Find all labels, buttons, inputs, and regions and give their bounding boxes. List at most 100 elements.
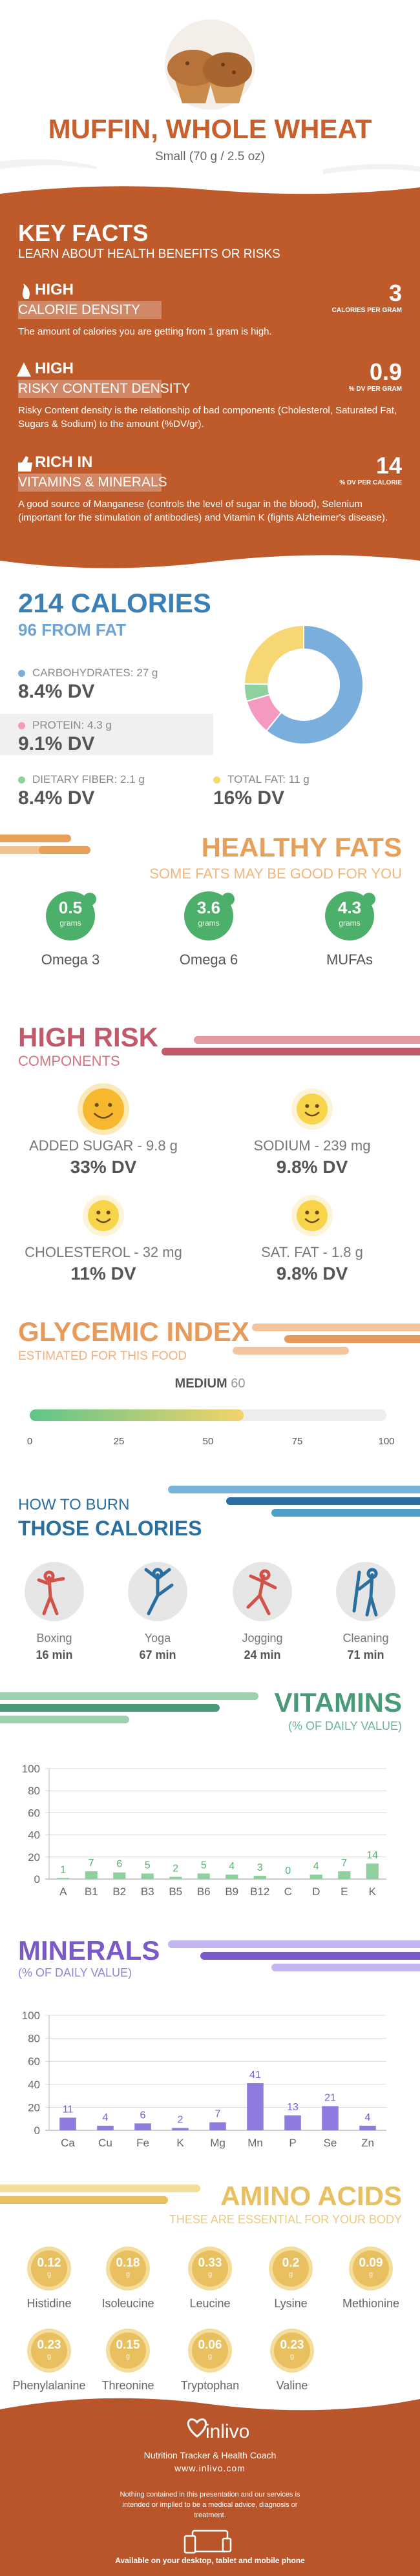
calories-subtitle: 96 FROM FAT bbox=[18, 620, 127, 639]
icon-layer bbox=[78, 1083, 333, 1236]
stripe bbox=[0, 2196, 168, 2204]
risk-subtitle: COMPONENTS bbox=[18, 1053, 120, 1069]
bar bbox=[359, 2125, 376, 2130]
vitamins-title: VITAMINS bbox=[274, 1687, 402, 1718]
fats-title: HEALTHY FATS bbox=[201, 832, 402, 862]
stripe bbox=[0, 1716, 129, 1723]
amino-circle-inner bbox=[110, 2332, 146, 2369]
nutrient-label: CARBOHYDRATES: 27 g bbox=[32, 667, 158, 680]
activity-time: 16 min bbox=[36, 1648, 73, 1661]
risk-label: CHOLESTEROL - 32 mg bbox=[25, 1244, 182, 1260]
bar bbox=[310, 1875, 322, 1879]
amino-value: 0.33 bbox=[198, 2256, 222, 2270]
nutrient-amount: 27 bbox=[136, 667, 149, 679]
nutrient-unit: g bbox=[303, 773, 310, 785]
deco bbox=[0, 159, 97, 169]
vitamins-chart: 0 20 40 60 80 100 1 A 7 B1 6 B2 5 B3 2 B5 5 B6 4 B9 3 B12 0 C 4 D… bbox=[22, 1763, 386, 1898]
nutrient-name: DIETARY FIBER: bbox=[32, 773, 118, 785]
y-tick-label: 80 bbox=[28, 2033, 40, 2045]
fact-value: 0.9 bbox=[369, 358, 402, 385]
bar bbox=[57, 1878, 70, 1879]
gi-title: GLYCEMIC INDEX bbox=[18, 1316, 249, 1347]
deco-stripes bbox=[162, 1036, 420, 1055]
smiley-eye bbox=[315, 1104, 319, 1108]
fact-level: HIGH bbox=[35, 281, 74, 298]
fact-band bbox=[18, 473, 162, 492]
x-tick-label: B1 bbox=[85, 1885, 98, 1898]
bar bbox=[85, 1871, 98, 1879]
gi-tick-label: 75 bbox=[292, 1436, 303, 1447]
y-tick-label: 40 bbox=[28, 1829, 40, 1842]
nutrient-name: TOTAL FAT: bbox=[227, 773, 286, 785]
nutrient-dv: 9.1% DV bbox=[18, 733, 95, 754]
warning-icon bbox=[17, 362, 31, 377]
value-label: 7 bbox=[341, 1858, 347, 1869]
gi-level-name: MEDIUM bbox=[174, 1376, 227, 1391]
y-tick-label: 60 bbox=[28, 1807, 40, 1819]
value-label: 1 bbox=[60, 1864, 66, 1875]
y-tick-label: 20 bbox=[28, 2101, 40, 2114]
nutrient-label: TOTAL FAT: 11 g bbox=[227, 773, 310, 786]
availability: Available on your desktop, tablet and mo… bbox=[115, 2556, 305, 2565]
x-tick-label: Fe bbox=[136, 2137, 149, 2149]
value-label: 4 bbox=[103, 2112, 109, 2123]
value-label: 6 bbox=[116, 1859, 122, 1870]
deco-stripes bbox=[233, 1324, 420, 1355]
x-tick-label: Zn bbox=[361, 2137, 374, 2149]
fact-unit: % DV PER CALORIE bbox=[339, 479, 402, 486]
fact-description desc: A good source of Manganese (controls the… bbox=[18, 499, 388, 523]
deco-stripes bbox=[0, 835, 90, 854]
fact-name: VITAMINS & MINERALS bbox=[18, 475, 167, 490]
smiley bbox=[297, 1200, 328, 1231]
value-label: 4 bbox=[313, 1861, 319, 1872]
fact-value: 14 bbox=[375, 452, 402, 479]
value-label: 21 bbox=[324, 2093, 336, 2104]
nutrient-amount: 2.1 bbox=[120, 773, 136, 785]
amino-value: 0.09 bbox=[359, 2256, 383, 2270]
risk-label: SODIUM - 239 mg bbox=[253, 1137, 371, 1154]
fact-name: RISKY CONTENT DENSITY bbox=[18, 381, 191, 396]
x-tick-label: B12 bbox=[250, 1885, 269, 1898]
bar bbox=[197, 1873, 210, 1879]
nutrient-name: PROTEIN: bbox=[32, 719, 85, 731]
value-label: 11 bbox=[63, 2104, 74, 2115]
amino-unit: g bbox=[207, 2353, 213, 2360]
value-label: 13 bbox=[287, 2102, 299, 2113]
fat-value: 3.6 bbox=[196, 898, 221, 917]
bar bbox=[284, 2115, 301, 2130]
minerals-chart: 0 20 40 60 80 100 11 Ca 4 Cu 6 Fe 2 K 7 Mg 41 Mn 13 P 21 Se 4 Z… bbox=[22, 2010, 386, 2149]
y-tick-label: 80 bbox=[28, 1785, 40, 1797]
fat-circle-deco bbox=[222, 893, 235, 906]
stripe bbox=[0, 835, 71, 842]
gi-level: MEDIUM 60 bbox=[0, 1376, 420, 1391]
amino-name: Isoleucine bbox=[101, 2297, 154, 2310]
logo-heart bbox=[187, 2418, 207, 2438]
smiley-mouth bbox=[304, 1218, 320, 1223]
fact-name: CALORIE DENSITY bbox=[18, 302, 141, 317]
vitamins-subtitle: (% OF DAILY VALUE) bbox=[288, 1719, 402, 1732]
stripe bbox=[271, 1964, 420, 1971]
value-label: 7 bbox=[89, 1858, 94, 1869]
fat-circle bbox=[325, 891, 374, 940]
value-label: 3 bbox=[257, 1862, 263, 1873]
gi-tick-label: 50 bbox=[203, 1436, 214, 1447]
brand: inlivo bbox=[205, 2421, 250, 2442]
risk-label: SAT. FAT - 1.8 g bbox=[261, 1244, 363, 1260]
x-tick-label: E bbox=[341, 1885, 348, 1898]
activity-name: Yoga bbox=[144, 1632, 171, 1645]
fat-name: Omega 3 bbox=[41, 951, 100, 968]
fats-subtitle: SOME FATS MAY BE GOOD FOR YOU bbox=[149, 866, 402, 882]
activity-time: 71 min bbox=[347, 1648, 384, 1661]
donut-slice bbox=[265, 624, 364, 745]
fat-circle bbox=[184, 891, 233, 940]
nutrient-label: DIETARY FIBER: 2.1 g bbox=[32, 773, 145, 786]
x-tick-label: Ca bbox=[61, 2137, 75, 2149]
nutrient-amount: 11 bbox=[288, 773, 300, 785]
value-label: 4 bbox=[365, 2112, 371, 2123]
icon-layer bbox=[18, 456, 32, 472]
amino-unit: g bbox=[125, 2353, 131, 2360]
smiley-eye bbox=[96, 1210, 101, 1215]
icon-layer bbox=[22, 284, 30, 299]
bar bbox=[338, 1871, 351, 1879]
title: MUFFIN, WHOLE WHEAT bbox=[48, 114, 372, 144]
